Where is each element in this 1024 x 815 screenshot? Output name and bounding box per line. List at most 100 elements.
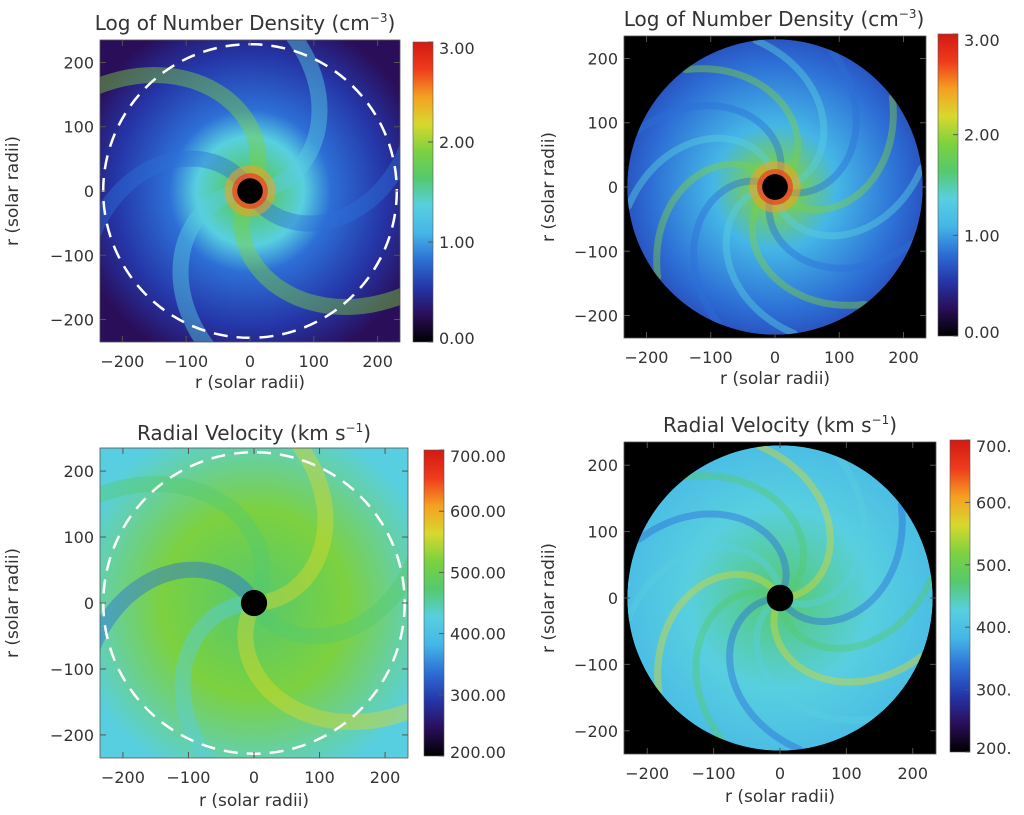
spiral-band	[692, 588, 772, 743]
colorbar-tick-label: 0.00	[439, 329, 475, 348]
y-tick-label: 0	[84, 182, 94, 201]
colorbar-tick-label: 400.	[976, 618, 1012, 637]
spiral-band	[722, 185, 798, 338]
chart-title: Log of Number Density (cm−3)	[624, 7, 925, 31]
colorbar-tick-label: 600.00	[450, 502, 506, 521]
y-tick-label: −200	[574, 307, 618, 326]
spiral-band	[233, 194, 400, 316]
spiral-band	[100, 475, 271, 599]
spiral-bands	[100, 40, 400, 342]
panel-3: −200 −100 0 100 200 −200 −100 0 100 200 Radial Vel…	[3, 421, 506, 811]
y-tick-label: −100	[50, 660, 94, 679]
x-tick-label: −100	[689, 348, 733, 367]
y-axis-label: r (solar radii)	[3, 136, 23, 246]
spiral-band	[783, 47, 860, 197]
y-tick-label: 200	[587, 456, 618, 475]
x-tick-label: 100	[304, 768, 335, 787]
colorbar	[412, 41, 434, 343]
colorbar-tick-label: 700.00	[450, 447, 506, 466]
spiral-band	[756, 443, 834, 600]
spiral-bands	[625, 443, 935, 753]
colorbar	[949, 439, 971, 753]
spiral-band	[778, 574, 935, 652]
y-tick-label: −100	[574, 242, 618, 261]
y-tick-label: 0	[84, 594, 94, 613]
colorbar-tick-label: 300.	[976, 681, 1012, 700]
colorbar-tick-label: 3.00	[964, 31, 1000, 50]
spiral-band	[726, 596, 804, 753]
spiral-band	[784, 501, 906, 626]
spiral-bands	[100, 448, 408, 758]
spiral-band	[100, 66, 267, 188]
x-tick-label: 200	[888, 348, 919, 367]
colorbar-tick-label: 2.00	[964, 126, 1000, 145]
spiral-band	[681, 65, 802, 183]
y-tick-label: −200	[574, 722, 618, 741]
colorbar-tick-label: 400.00	[450, 625, 506, 644]
sun-disc	[237, 178, 263, 204]
colorbar	[423, 449, 445, 757]
spiral-band	[690, 177, 767, 327]
y-tick-label: −200	[50, 311, 94, 330]
outer-mask	[624, 36, 926, 338]
chart-title: Radial Velocity (km s−1)	[137, 421, 371, 445]
x-tick-label: −200	[101, 768, 145, 787]
spiral-band	[625, 544, 782, 622]
spiral-band	[779, 93, 897, 214]
y-tick-label: 200	[587, 49, 618, 68]
x-tick-label: 100	[824, 348, 855, 367]
x-tick-label: 0	[245, 352, 255, 371]
colorbar-tick-label: 300.00	[450, 686, 506, 705]
x-tick-label: 200	[370, 768, 401, 787]
colorbar-tick-label: 3.00	[439, 39, 475, 58]
outer-mask	[624, 442, 936, 754]
sun-disc	[240, 589, 268, 617]
y-tick-label: −100	[50, 246, 94, 265]
spiral-band	[100, 150, 251, 239]
y-axis-label: r (solar radii)	[3, 548, 23, 658]
spiral-band	[254, 40, 328, 198]
spiral-band	[253, 555, 408, 645]
spiral-band	[172, 184, 246, 342]
spiral-band	[748, 191, 869, 309]
chart-title: Radial Velocity (km s−1)	[663, 413, 897, 437]
x-tick-label: 0	[249, 768, 259, 787]
spiral-band	[752, 36, 828, 189]
panel-4: −200 −100 0 100 200 −200 −100 0 100 200 Radial Vel…	[539, 413, 1012, 807]
colorbar-tick-label: 1.00	[439, 233, 475, 252]
spiral-band	[773, 164, 926, 240]
x-tick-label: 200	[362, 352, 393, 371]
spiral-band	[237, 607, 408, 731]
colorbar-tick-label: 600.	[976, 493, 1012, 512]
y-tick-label: 200	[63, 462, 94, 481]
spiral-band	[624, 134, 777, 210]
colorbar-tick-label: 200.00	[450, 743, 506, 762]
x-tick-label: 200	[897, 764, 928, 783]
y-axis-label: r (solar radii)	[539, 543, 559, 653]
x-tick-label: 100	[299, 352, 330, 371]
x-tick-label: −200	[625, 764, 669, 783]
y-tick-label: 100	[587, 114, 618, 133]
colorbar-tick-label: 700.	[976, 437, 1012, 456]
spiral-band	[752, 602, 877, 724]
sun-disc	[766, 584, 794, 612]
colorbar	[937, 33, 959, 337]
spiral-band	[770, 606, 925, 686]
x-axis-label: r (solar radii)	[720, 369, 830, 389]
spiral-band	[635, 510, 790, 590]
y-tick-label: 200	[63, 53, 94, 72]
panel-2: −200 −100 0 100 200 −200 −100 0 100 200 Log of Num…	[539, 7, 1000, 389]
colorbar-tick-label: 500.00	[450, 563, 506, 582]
y-tick-label: 0	[608, 178, 618, 197]
colorbar-tick-label: 2.00	[439, 133, 475, 152]
x-tick-label: 0	[775, 764, 785, 783]
x-tick-label: 100	[831, 764, 862, 783]
y-axis-label: r (solar radii)	[539, 132, 559, 242]
spiral-band	[788, 453, 868, 608]
spiral-band	[683, 472, 808, 594]
spiral-band	[174, 596, 249, 758]
colorbar-tick-label: 0.00	[964, 323, 1000, 342]
y-tick-label: −100	[574, 655, 618, 674]
